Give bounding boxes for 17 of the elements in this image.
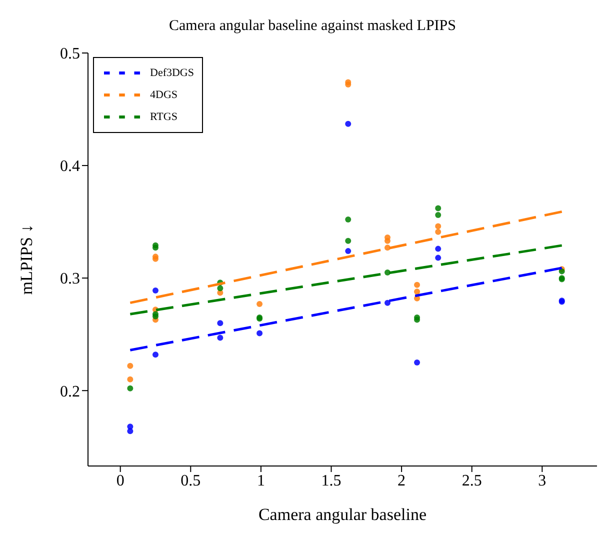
legend-label: 4DGS	[150, 89, 178, 101]
x-tick-label: 0	[116, 472, 124, 490]
x-tick-label: 1	[256, 472, 265, 490]
x-tick-label: 2	[398, 472, 406, 490]
y-tick-label: 0.4	[60, 158, 80, 176]
y-tick-label: 0.2	[60, 383, 80, 400]
x-tick-label: 3	[538, 472, 546, 490]
y-axis-title: mLPIPS ↓	[17, 224, 36, 295]
x-tick-label: 1.5	[321, 472, 342, 490]
chart-title: Camera angular baseline against masked LPIPS	[168, 18, 457, 35]
y-tick-label: 0.3	[60, 270, 80, 288]
x-tick-label: 2.5	[462, 472, 482, 490]
y-tick-label: 0.5	[60, 46, 80, 63]
x-axis-title: Camera angular baseline	[258, 505, 427, 524]
legend-label: Def3DGS	[150, 67, 194, 79]
x-tick-label: 0.5	[180, 472, 201, 490]
legend-label: RTGS	[150, 111, 178, 123]
